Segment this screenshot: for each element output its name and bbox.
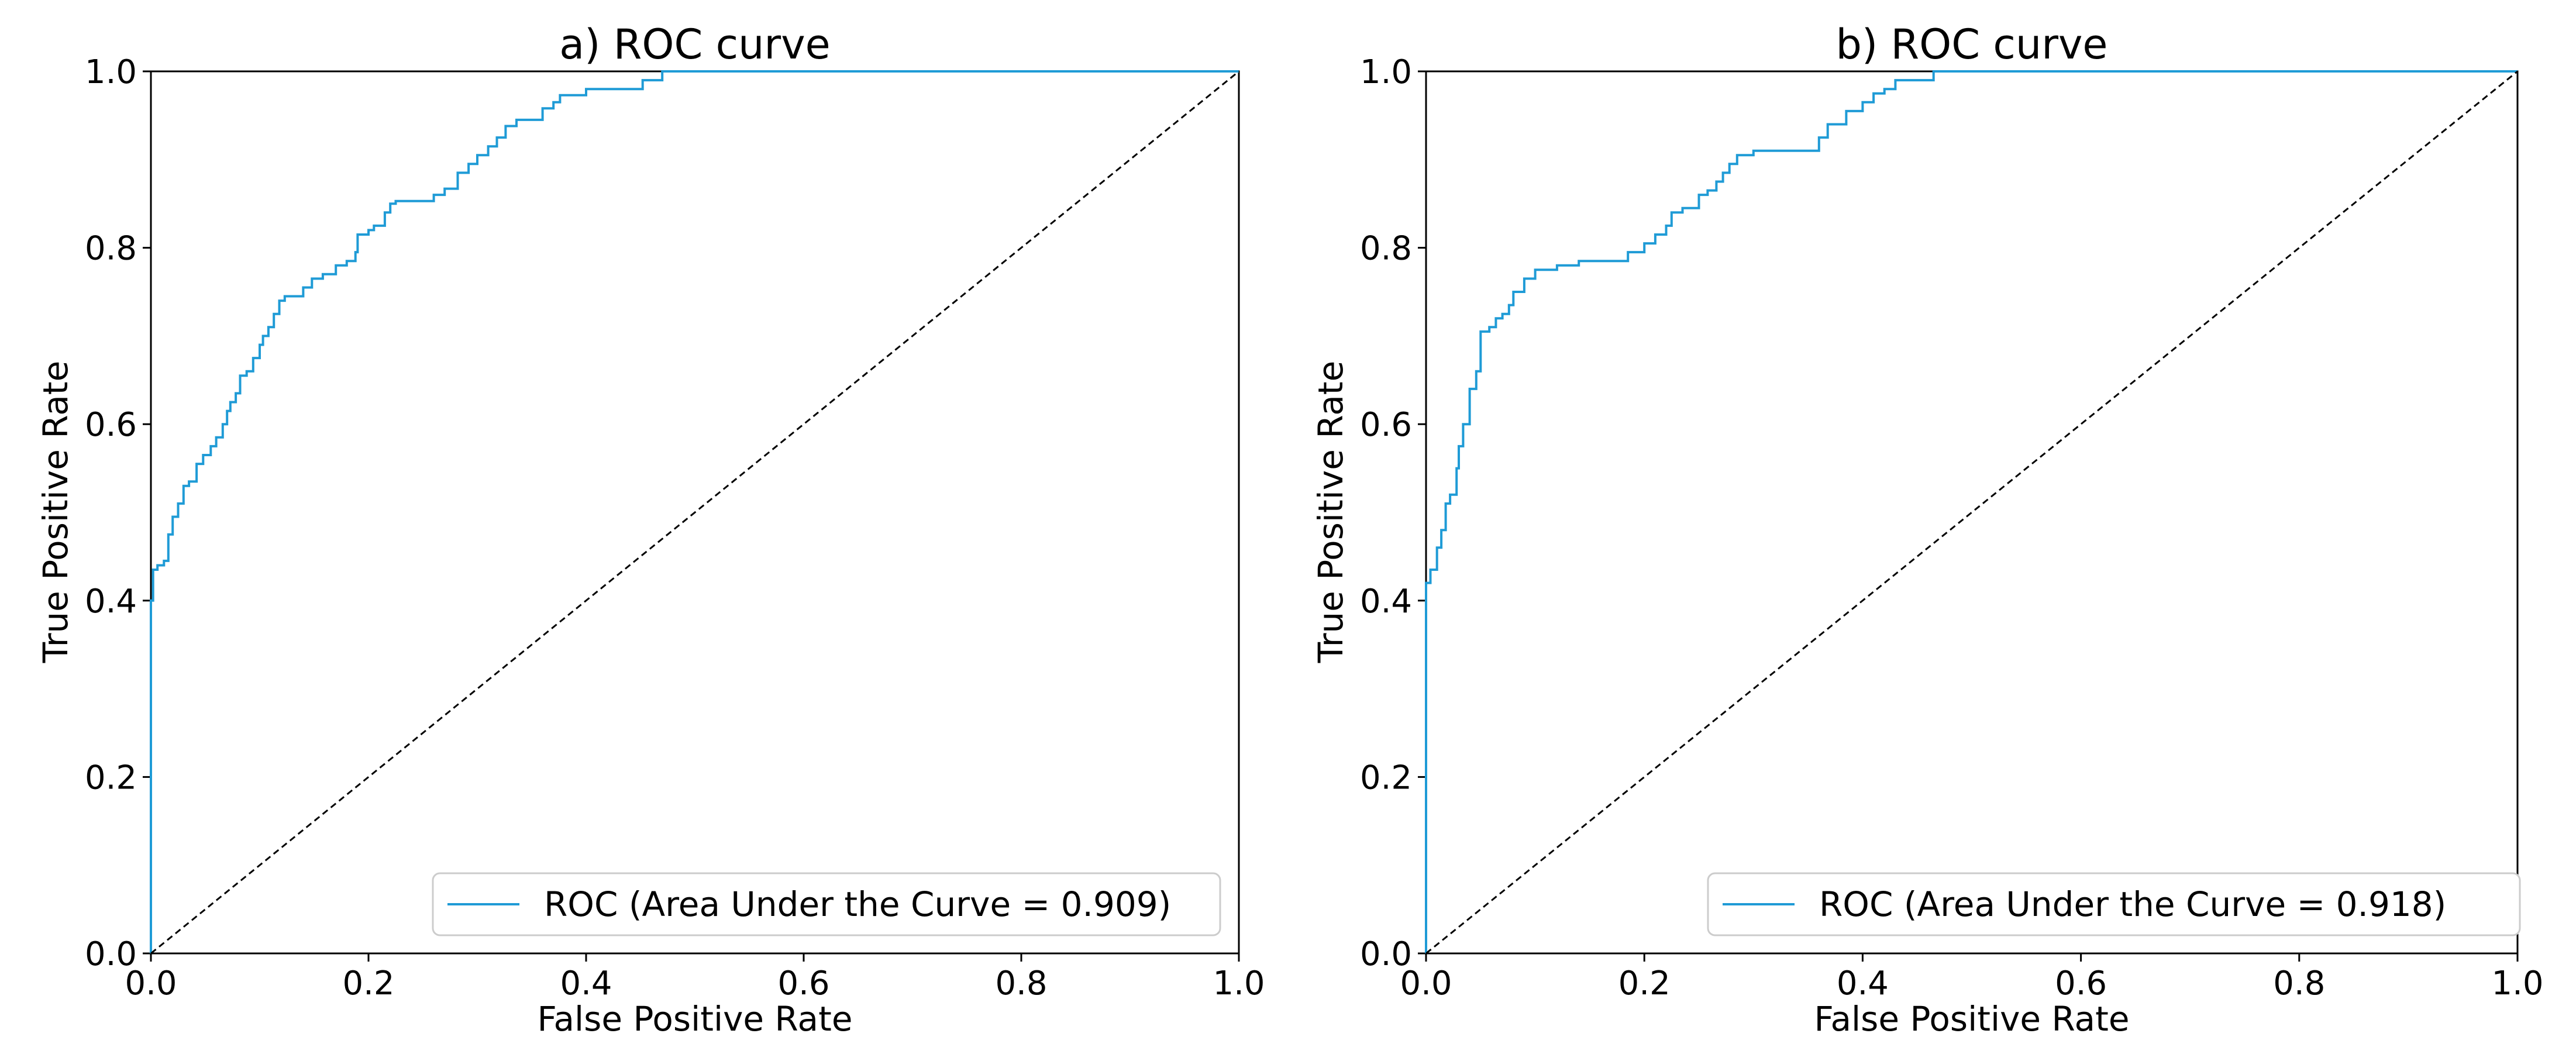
x-tick-label: 0.4 (1837, 965, 1889, 1003)
legend-label: ROC (Area Under the Curve = 0.918) (1819, 884, 2446, 924)
chart-title: a) ROC curve (559, 20, 830, 68)
y-tick-label: 0.6 (1360, 406, 1412, 444)
x-tick-label: 0.8 (2273, 965, 2325, 1003)
y-tick-label: 0.2 (1360, 759, 1412, 797)
y-tick-label: 0.4 (85, 583, 137, 621)
roc-chart-b: b) ROC curve False Positive Rate True Po… (1311, 20, 2544, 1039)
y-tick-label: 1.0 (85, 53, 137, 91)
legend: ROC (Area Under the Curve = 0.909) (432, 872, 1221, 936)
y-tick-label: 0.6 (85, 406, 137, 444)
x-tick-label: 0.0 (125, 965, 177, 1003)
roc-chart-a: a) ROC curve False Positive Rate True Po… (36, 20, 1265, 1039)
chance-diagonal-line (1425, 70, 2518, 955)
legend-box (432, 872, 1221, 936)
y-tick-label: 0.0 (85, 935, 137, 973)
chance-diagonal-line (150, 70, 1239, 955)
y-tick-label: 1.0 (1360, 53, 1412, 91)
x-axis-label: False Positive Rate (537, 999, 852, 1039)
x-tick-label: 0.8 (995, 965, 1047, 1003)
y-tick-label: 0.0 (1360, 935, 1412, 973)
roc-curve-line (150, 70, 1239, 953)
legend-box (1707, 872, 2521, 936)
y-axis-label: True Positive Rate (1311, 361, 1351, 664)
y-tick-label: 0.8 (85, 230, 137, 268)
x-tick-label: 1.0 (2491, 965, 2543, 1003)
roc-curve-line (1425, 70, 2518, 953)
y-axis-label: True Positive Rate (36, 361, 75, 664)
x-tick-label: 0.2 (342, 965, 394, 1003)
x-tick-label: 0.4 (560, 965, 612, 1003)
x-axis-label: False Positive Rate (1814, 999, 2129, 1039)
x-tick-label: 0.6 (2055, 965, 2107, 1003)
x-tick-label: 0.2 (1618, 965, 1671, 1003)
legend-label: ROC (Area Under the Curve = 0.909) (544, 884, 1171, 924)
y-tick-label: 0.8 (1360, 230, 1412, 268)
y-tick-label: 0.4 (1360, 583, 1412, 621)
x-tick-label: 0.6 (777, 965, 829, 1003)
y-tick-label: 0.2 (85, 759, 137, 797)
legend: ROC (Area Under the Curve = 0.918) (1707, 872, 2521, 936)
chart-title: b) ROC curve (1836, 20, 2108, 68)
x-tick-label: 0.0 (1400, 965, 1452, 1003)
x-tick-label: 1.0 (1213, 965, 1265, 1003)
